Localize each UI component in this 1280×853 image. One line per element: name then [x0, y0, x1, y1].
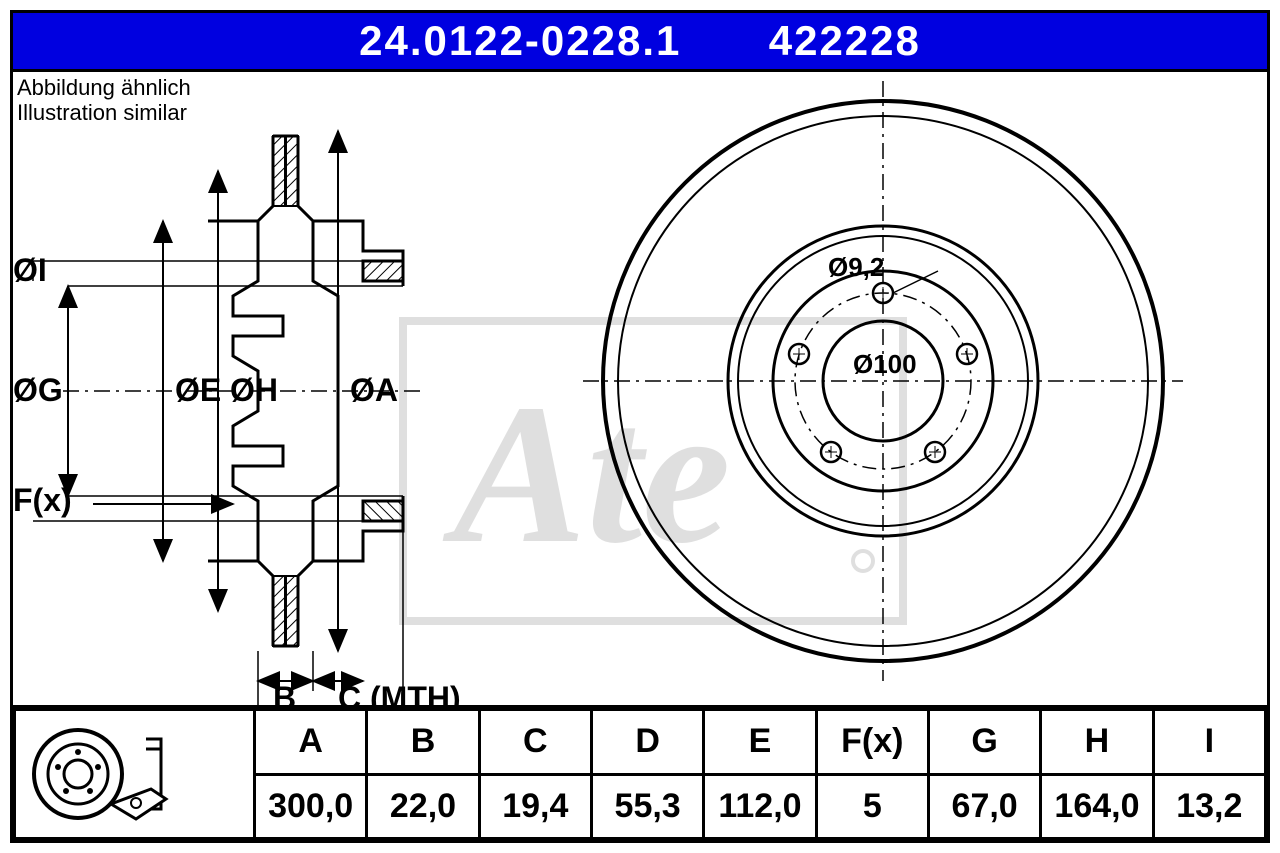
table-header-row: A B C D E F(x) G H I: [15, 710, 1266, 775]
val-A: 300,0: [255, 774, 367, 839]
col-H: H: [1041, 710, 1153, 775]
brake-disc-icon: [16, 719, 236, 829]
col-B: B: [367, 710, 479, 775]
label-I: ØI: [13, 252, 47, 288]
val-G: 67,0: [928, 774, 1040, 839]
disc-icon-cell: [15, 710, 255, 839]
label-A: ØA: [350, 372, 398, 408]
drawing-frame: 24.0122-0228.1 422228 Abbildung ähnlich …: [10, 10, 1270, 843]
front-view: Ø100 Ø9,2: [583, 81, 1183, 681]
val-Fx: 5: [816, 774, 928, 839]
label-G: ØG: [13, 372, 63, 408]
dimension-table: A B C D E F(x) G H I 300,0 22,0 19,4 55,…: [13, 708, 1267, 840]
col-C: C: [479, 710, 591, 775]
label-H: ØH: [230, 372, 278, 408]
col-G: G: [928, 710, 1040, 775]
header-bar: 24.0122-0228.1 422228: [13, 13, 1267, 72]
col-I: I: [1153, 710, 1265, 775]
part-number-short: 422228: [769, 17, 921, 64]
side-section-view: ØA ØH ØE ØG ØI F(x) B: [13, 131, 461, 711]
col-D: D: [591, 710, 703, 775]
val-I: 13,2: [1153, 774, 1265, 839]
label-E: ØE: [175, 372, 221, 408]
col-A: A: [255, 710, 367, 775]
technical-drawing: ØA ØH ØE ØG ØI F(x) B: [13, 71, 1267, 711]
val-C: 19,4: [479, 774, 591, 839]
label-Fx: F(x): [13, 482, 72, 518]
val-E: 112,0: [704, 774, 816, 839]
col-Fx: F(x): [816, 710, 928, 775]
diagram-area: ØA ØH ØE ØG ØI F(x) B: [13, 71, 1267, 711]
col-E: E: [704, 710, 816, 775]
bolt-dia-label: Ø9,2: [828, 252, 884, 282]
hub-dia-label: Ø100: [853, 349, 917, 379]
val-D: 55,3: [591, 774, 703, 839]
dimension-table-area: A B C D E F(x) G H I 300,0 22,0 19,4 55,…: [13, 705, 1267, 840]
val-H: 164,0: [1041, 774, 1153, 839]
part-number-long: 24.0122-0228.1: [359, 17, 681, 64]
val-B: 22,0: [367, 774, 479, 839]
